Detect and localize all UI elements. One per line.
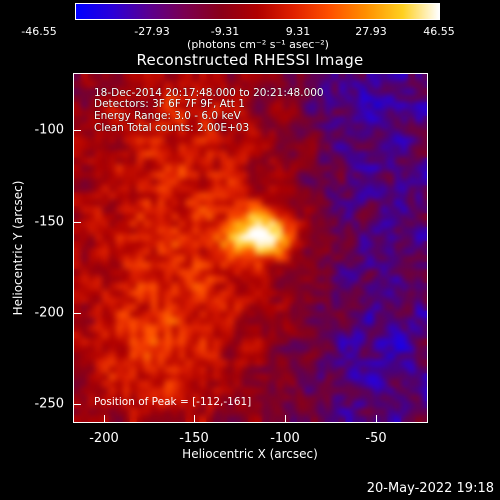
colorbar-tick-label: 9.31: [285, 25, 311, 38]
colorbar-tick-label: -9.31: [210, 25, 240, 38]
plot-title: Reconstructed RHESSI Image: [136, 51, 364, 69]
colorbar-tick-label: 27.93: [355, 25, 387, 38]
colorbar-tick-label: -27.93: [134, 25, 170, 38]
y-axis-label: Heliocentric Y (arcsec): [11, 180, 25, 316]
x-tick-label: -50: [365, 431, 387, 446]
y-tick-label: -250: [34, 396, 64, 412]
x-tick-label: -100: [270, 431, 300, 446]
x-tick-mark: [285, 415, 286, 422]
x-axis-label: Heliocentric X (arcsec): [182, 447, 318, 461]
peak-position: Position of Peak = [-112,-161]: [94, 396, 252, 408]
x-tick-mark: [104, 415, 105, 422]
timestamp: 20-May-2022 19:18: [366, 481, 494, 496]
y-tick-label: -100: [34, 122, 64, 138]
y-tick-label: -150: [34, 214, 64, 230]
image-plot-area[interactable]: [73, 73, 428, 423]
rhessi-heatmap: [74, 74, 427, 422]
colorbar-tick-label: -46.55: [21, 25, 57, 38]
y-tick-mark: [74, 313, 81, 314]
y-tick-label: -200: [34, 305, 64, 321]
colorbar-unit: (photons cm⁻² s⁻¹ asec⁻²): [187, 38, 329, 51]
x-tick-label: -200: [89, 431, 119, 446]
x-tick-label: -150: [179, 431, 209, 446]
info-detectors: Detectors: 3F 6F 7F 9F, Att 1: [94, 98, 245, 110]
info-time-range: 18-Dec-2014 20:17:48.000 to 20:21:48.000: [94, 87, 324, 99]
info-total-counts: Clean Total counts: 2.00E+03: [94, 122, 250, 134]
x-tick-mark: [376, 415, 377, 422]
y-tick-mark: [74, 130, 81, 131]
colorbar-tick-label: 46.55: [423, 25, 455, 38]
info-energy-range: Energy Range: 3.0 - 6.0 keV: [94, 110, 241, 122]
x-tick-mark: [194, 415, 195, 422]
y-tick-mark: [74, 404, 81, 405]
y-tick-mark: [74, 222, 81, 223]
colorbar: [75, 3, 440, 20]
